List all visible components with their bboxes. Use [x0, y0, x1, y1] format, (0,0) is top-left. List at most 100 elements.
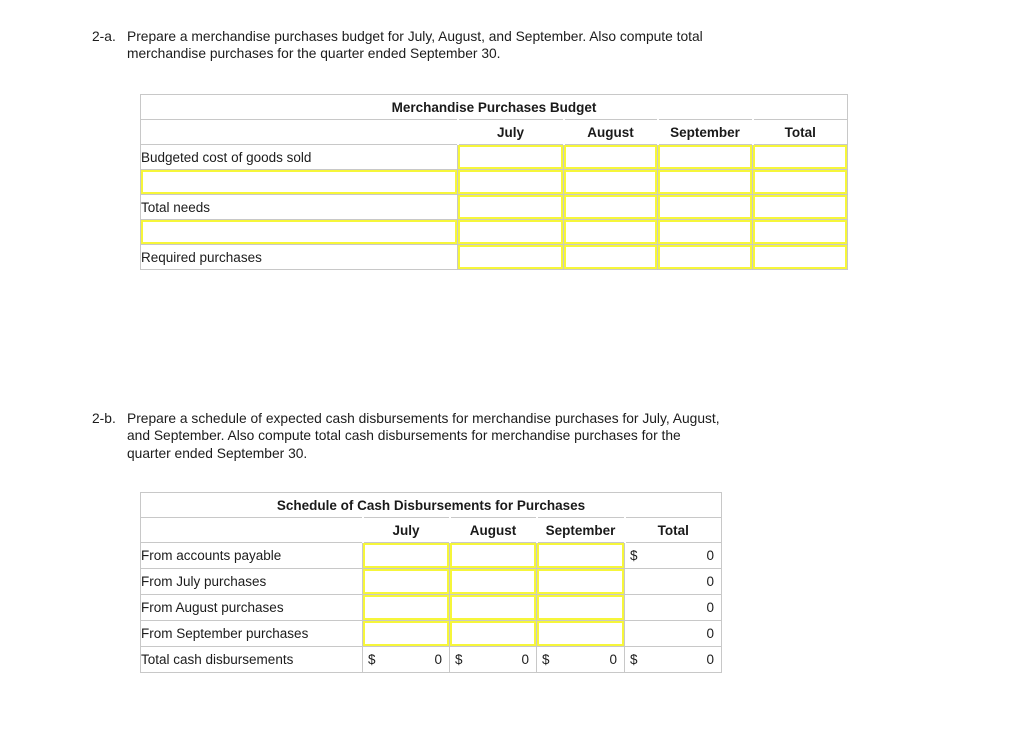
input-cell-highlight	[753, 170, 847, 194]
input-cell-budget-r2-september[interactable]	[657, 169, 753, 195]
input-cell-highlight	[753, 145, 847, 169]
disbursement-column-header-total: Total	[623, 517, 723, 543]
input-cell-highlight	[141, 170, 457, 194]
row-label-cell: Budgeted cost of goods sold	[140, 144, 458, 170]
input-cell-highlight	[537, 543, 624, 568]
input-cell-budget-r3-september[interactable]	[657, 194, 753, 220]
instruction-2b: 2-b. Prepare a schedule of expected cash…	[92, 410, 720, 462]
input-cell-highlight	[537, 621, 624, 646]
computed-total-cell: 0	[623, 620, 723, 647]
input-cell-disb-r1-july[interactable]	[362, 542, 450, 569]
merchandise-purchases-budget-table: Merchandise Purchases Budget July August…	[139, 94, 849, 270]
currency-amount: 0	[626, 622, 721, 646]
input-cell-budget-r3-july[interactable]	[457, 194, 564, 220]
input-cell-disb-r4-august[interactable]	[449, 620, 537, 647]
table-row	[140, 219, 849, 245]
computed-total-cell: $ 0	[536, 646, 625, 673]
input-cell-budget-r4-total[interactable]	[751, 219, 849, 245]
input-cell-budget-r3-august[interactable]	[563, 194, 658, 220]
currency-amount: $ 0	[626, 648, 721, 672]
input-cell-highlight	[450, 569, 536, 594]
input-cell-budget-r2-total[interactable]	[751, 169, 849, 195]
budget-column-header-total: Total	[751, 119, 849, 145]
row-label-cell: From accounts payable	[140, 542, 363, 569]
table-row	[140, 169, 849, 195]
budget-column-header-august: August	[562, 119, 658, 145]
amount: 0	[609, 652, 617, 667]
input-cell-highlight	[658, 170, 752, 194]
input-cell-disb-r2-july[interactable]	[362, 568, 450, 595]
input-cell-budget-r5-august[interactable]	[563, 244, 658, 270]
input-cell-budget-r2-august[interactable]	[563, 169, 658, 195]
disbursement-column-header-august: August	[448, 517, 537, 543]
input-cell-budget-r5-september[interactable]	[657, 244, 753, 270]
input-cell-budget-r2-july[interactable]	[457, 169, 564, 195]
input-cell-budget-r1-september[interactable]	[657, 144, 753, 170]
table-row: From September purchases 0	[140, 620, 723, 647]
amount: 0	[706, 574, 715, 589]
row-label-cell: From September purchases	[140, 620, 363, 647]
input-cell-budget-r3-total[interactable]	[751, 194, 849, 220]
currency-symbol: $	[455, 652, 463, 667]
table-row: Total cash disbursements $ 0 $ 0 $ 0 $ 0	[140, 646, 723, 673]
table-row: Required purchases	[140, 244, 849, 270]
input-cell-budget-r4-august[interactable]	[563, 219, 658, 245]
amount: 0	[521, 652, 529, 667]
input-cell-budget-r1-august[interactable]	[563, 144, 658, 170]
input-cell-highlight	[363, 595, 449, 620]
input-cell-highlight	[450, 621, 536, 646]
input-cell-budget-r4-label[interactable]	[140, 219, 458, 245]
table-row: From accounts payable $ 0	[140, 542, 723, 569]
input-cell-highlight	[564, 145, 657, 169]
input-cell-highlight	[564, 195, 657, 219]
input-cell-budget-r4-july[interactable]	[457, 219, 564, 245]
input-cell-disb-r2-september[interactable]	[536, 568, 625, 595]
currency-amount: $ 0	[626, 544, 721, 568]
input-cell-highlight	[450, 595, 536, 620]
input-cell-budget-r5-total[interactable]	[751, 244, 849, 270]
input-cell-disb-r1-august[interactable]	[449, 542, 537, 569]
disbursement-column-header-september: September	[535, 517, 625, 543]
input-cell-disb-r2-august[interactable]	[449, 568, 537, 595]
disbursement-table-title: Schedule of Cash Disbursements for Purch…	[139, 492, 723, 518]
input-cell-disb-r3-september[interactable]	[536, 594, 625, 621]
input-cell-budget-r4-september[interactable]	[657, 219, 753, 245]
currency-amount: 0	[626, 570, 721, 594]
currency-amount: $ 0	[538, 648, 624, 672]
input-cell-budget-r1-total[interactable]	[751, 144, 849, 170]
amount: 0	[706, 626, 715, 641]
input-cell-highlight	[658, 195, 752, 219]
row-label-cell: From August purchases	[140, 594, 363, 621]
instruction-line: merchandise purchases for the quarter en…	[127, 46, 501, 62]
amount: 0	[706, 600, 715, 615]
computed-total-cell: $ 0	[449, 646, 537, 673]
input-cell-highlight	[458, 195, 563, 219]
input-cell-budget-r1-july[interactable]	[457, 144, 564, 170]
input-cell-budget-r2-label[interactable]	[140, 169, 458, 195]
input-cell-highlight	[537, 595, 624, 620]
instruction-2a-number: 2-a.	[92, 29, 116, 44]
budget-column-header-september: September	[656, 119, 753, 145]
input-cell-disb-r3-august[interactable]	[449, 594, 537, 621]
currency-symbol: $	[542, 652, 550, 667]
input-cell-highlight	[458, 220, 563, 244]
input-cell-highlight	[141, 220, 457, 244]
input-cell-budget-r5-july[interactable]	[457, 244, 564, 270]
budget-column-header-july: July	[456, 119, 564, 145]
table-row: Budgeted cost of goods sold	[140, 144, 849, 170]
input-cell-disb-r3-july[interactable]	[362, 594, 450, 621]
instruction-2b-number: 2-b.	[92, 411, 116, 426]
amount: 0	[706, 548, 715, 563]
cash-disbursements-schedule-table: Schedule of Cash Disbursements for Purch…	[139, 492, 723, 673]
instruction-2b-text: Prepare a schedule of expected cash disb…	[127, 410, 720, 462]
row-label-cell: Total needs	[140, 194, 458, 220]
input-cell-highlight	[753, 245, 847, 269]
input-cell-disb-r4-september[interactable]	[536, 620, 625, 647]
input-cell-highlight	[658, 145, 752, 169]
input-cell-highlight	[658, 220, 752, 244]
input-cell-highlight	[753, 195, 847, 219]
instruction-line: and September. Also compute total cash d…	[127, 428, 681, 444]
input-cell-disb-r4-july[interactable]	[362, 620, 450, 647]
input-cell-disb-r1-september[interactable]	[536, 542, 625, 569]
